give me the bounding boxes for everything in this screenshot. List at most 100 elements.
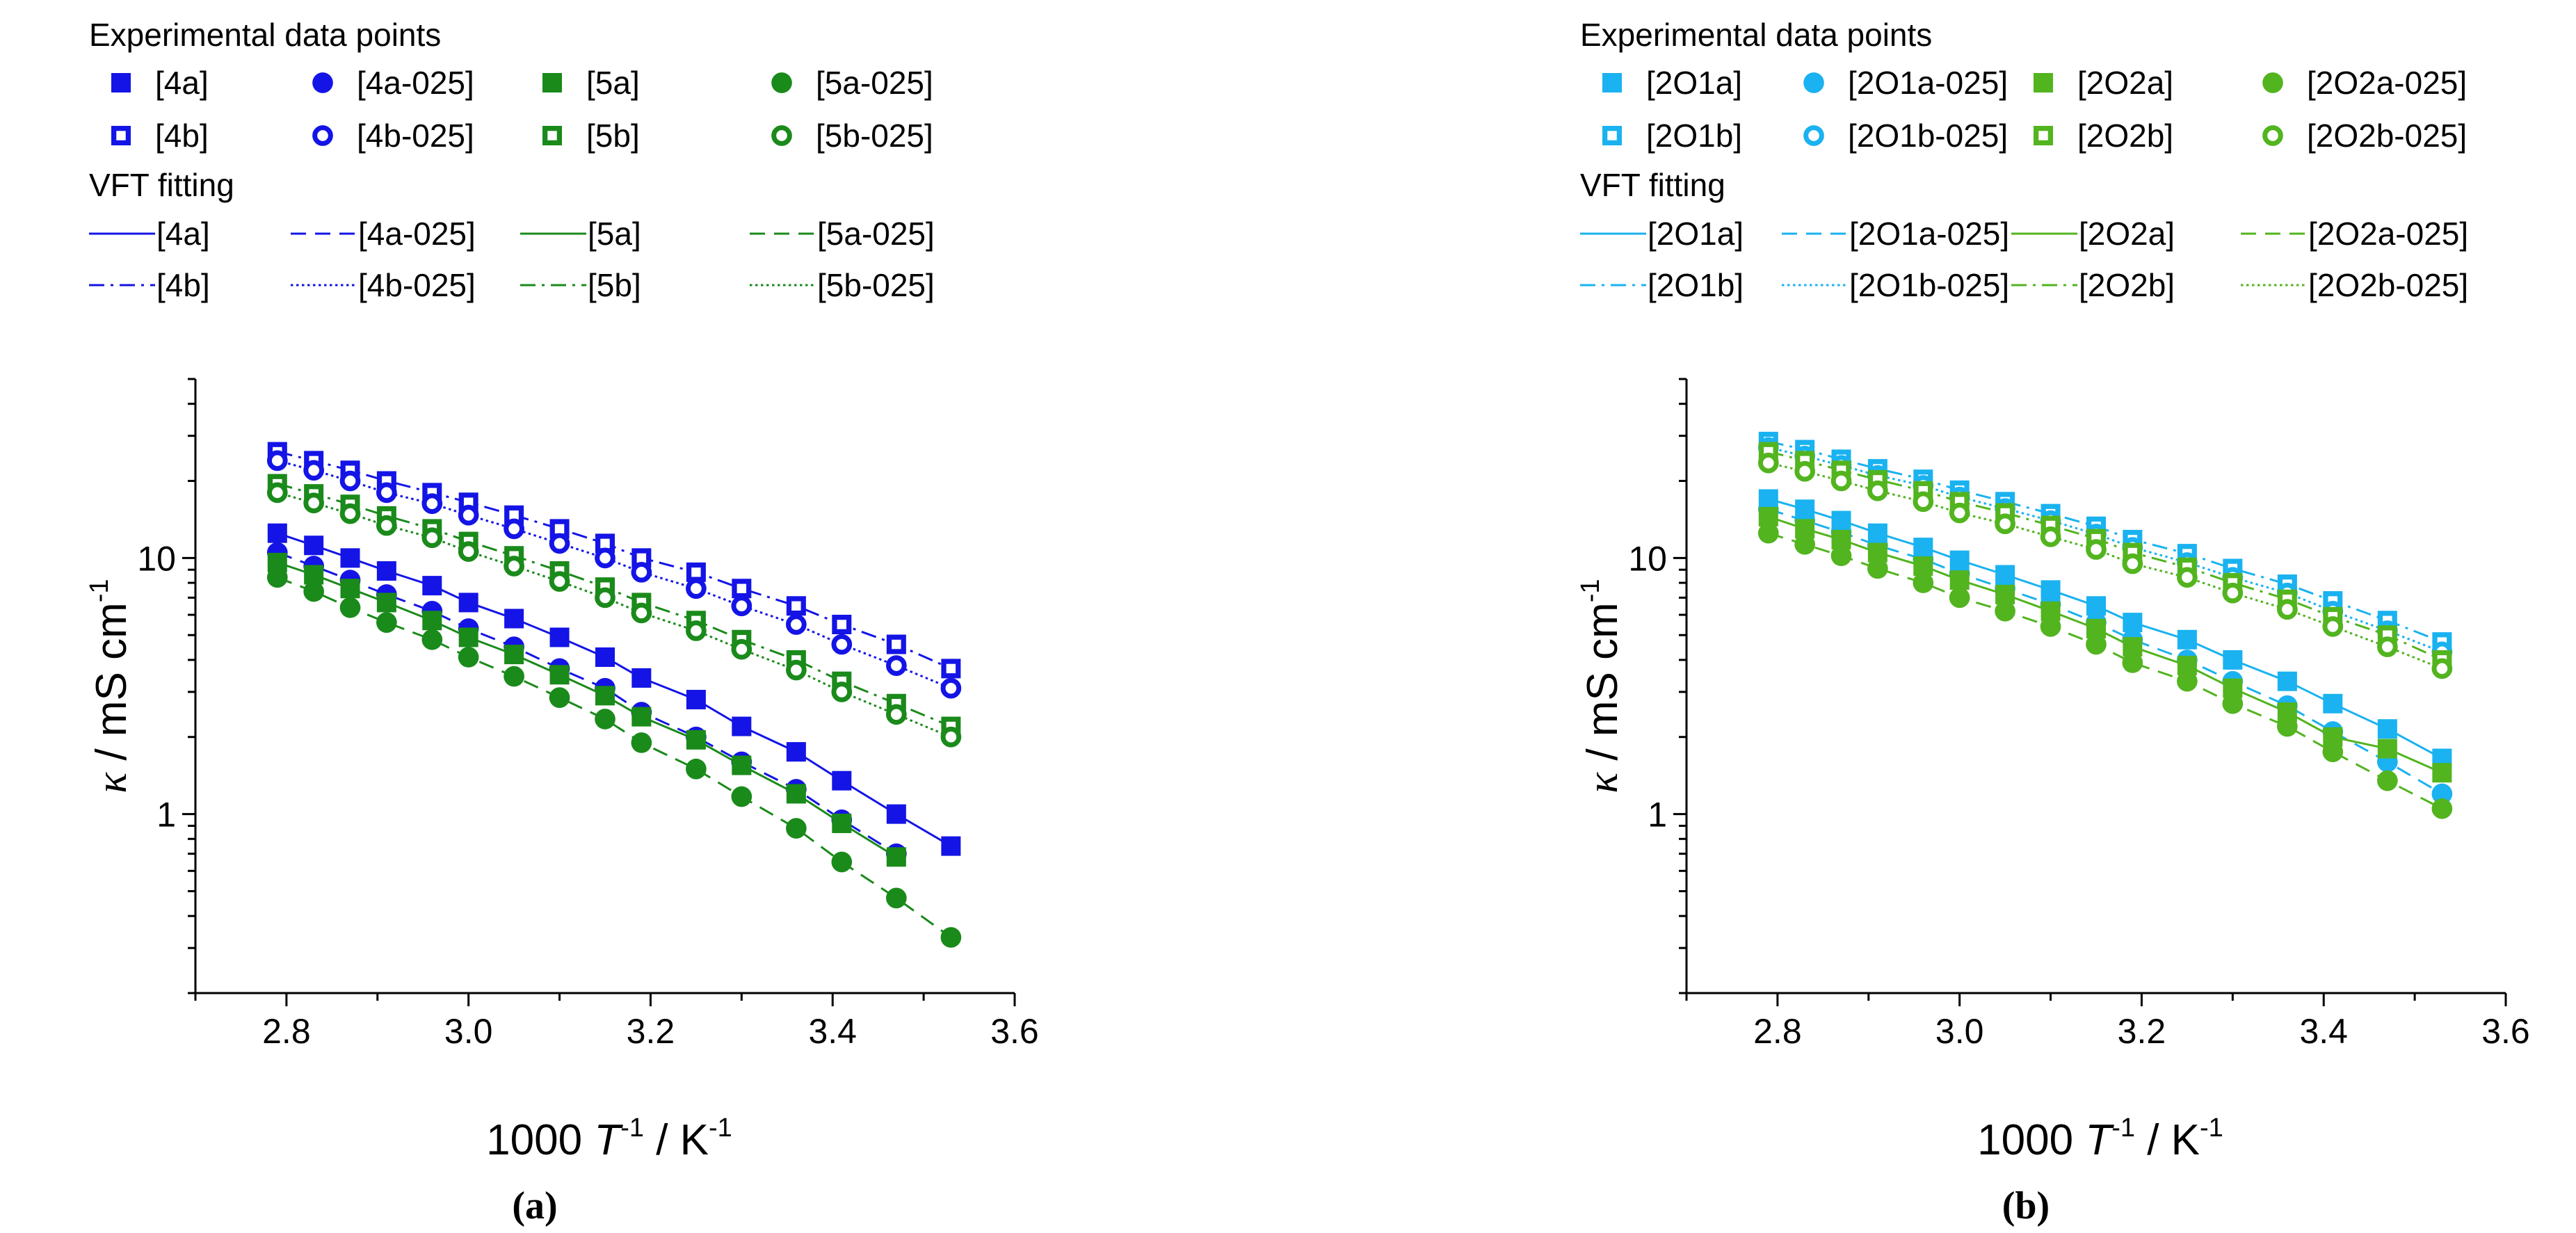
data-point — [686, 730, 706, 750]
series-4b-025 — [266, 450, 962, 699]
fit-line — [1768, 462, 2442, 670]
legend-label: [2O2a] — [2077, 65, 2173, 101]
data-point — [376, 515, 397, 536]
data-point — [2122, 652, 2143, 673]
data-point — [267, 523, 287, 543]
data-point — [266, 450, 288, 472]
data-point — [595, 587, 615, 609]
legend-label: [4b-025] — [357, 118, 474, 154]
data-point — [2040, 616, 2061, 637]
data-point — [2222, 582, 2244, 604]
data-point — [732, 755, 752, 775]
legend-marker — [111, 73, 131, 92]
data-point — [1949, 502, 1970, 524]
data-point — [303, 581, 324, 602]
legend-label: [4b] — [155, 118, 209, 154]
legend-points-header: Experimental data points — [89, 17, 441, 53]
data-point — [376, 482, 397, 503]
data-point — [1794, 533, 1815, 555]
legend-marker — [312, 125, 333, 146]
legend-label: [2O2b-025] — [2308, 267, 2468, 303]
data-point — [786, 818, 807, 839]
x-tick-label: 3.2 — [627, 1012, 675, 1051]
data-point — [786, 784, 806, 804]
data-point — [304, 535, 324, 556]
x-tick-label: 3.6 — [2481, 1012, 2530, 1051]
data-point — [422, 611, 442, 631]
series-5b-025 — [266, 482, 962, 748]
data-point — [686, 578, 707, 599]
data-point — [1949, 570, 1970, 590]
legend-label: [4b-025] — [358, 267, 476, 303]
data-point — [731, 595, 752, 617]
data-point — [686, 689, 706, 709]
data-point — [421, 527, 443, 549]
data-point — [832, 813, 852, 833]
fit-line — [277, 459, 951, 690]
data-point — [458, 593, 478, 613]
legend-label: [5b-025] — [816, 118, 933, 154]
legend-label: [2O1a-025] — [1848, 65, 2008, 101]
series-2O2b-025 — [1757, 452, 2453, 679]
legend-marker — [2262, 72, 2283, 93]
legend-label: [4a-025] — [357, 65, 474, 101]
data-point — [831, 851, 853, 873]
data-point — [595, 709, 615, 730]
data-point — [376, 593, 396, 613]
data-point — [340, 579, 360, 599]
x-tick-label: 3.6 — [990, 1012, 1039, 1051]
data-point — [549, 533, 570, 554]
fit-line — [1768, 446, 2442, 653]
legend-marker — [2262, 125, 2283, 146]
data-point — [686, 562, 706, 582]
data-point — [832, 771, 852, 791]
data-point — [786, 614, 807, 635]
data-point — [339, 597, 361, 618]
y-axis-title: κ / mS cm-1 — [1576, 579, 1627, 793]
legend-fit-header: VFT fitting — [89, 167, 234, 203]
data-point — [2177, 567, 2198, 588]
data-point — [458, 504, 479, 526]
data-point — [2377, 719, 2397, 739]
x-tick-label: 3.2 — [2118, 1012, 2166, 1051]
legend-label: [2O1b] — [1646, 118, 1742, 154]
data-point — [2123, 613, 2143, 633]
data-point — [549, 665, 570, 685]
data-point — [1867, 558, 1888, 579]
data-point — [2323, 693, 2343, 714]
data-point — [686, 620, 707, 641]
data-point — [549, 687, 570, 708]
data-point — [303, 492, 324, 514]
data-point — [421, 493, 443, 515]
fit-line — [1768, 532, 2443, 810]
series-5a — [267, 552, 906, 867]
data-point — [886, 887, 907, 909]
legend-label: [2O2a] — [2079, 216, 2175, 252]
data-point — [731, 638, 752, 660]
chart-panel-a: Experimental data points VFT fitting [4a] [… — [85, 17, 1039, 1227]
chart-panel-b: Experimental data points VFT fitting [2O1a… — [1576, 17, 2530, 1227]
fit-line — [277, 483, 951, 727]
y-axis-title: κ / mS cm-1 — [85, 579, 136, 793]
data-point — [376, 612, 397, 633]
series-2O2a — [1758, 506, 2452, 783]
data-point — [631, 668, 652, 688]
x-tick-label: 3.0 — [1935, 1012, 1984, 1051]
data-point — [2223, 650, 2243, 670]
data-point — [831, 682, 853, 702]
legend-label: [2O1a-025] — [1849, 216, 2009, 252]
data-point — [631, 707, 652, 727]
data-point — [786, 596, 806, 616]
data-point — [422, 576, 442, 596]
data-point — [2086, 634, 2107, 655]
fit-line — [1768, 498, 2443, 759]
data-point — [732, 716, 752, 736]
data-point — [731, 786, 752, 807]
data-point — [940, 677, 962, 699]
axes: 2.8 3.0 3.2 3.4 3.6 1 10 1000 T-1 / K-1 κ / mS c… — [85, 378, 1039, 1164]
data-point — [886, 847, 906, 867]
panel-label: (b) — [2002, 1184, 2050, 1227]
fit-line — [277, 576, 952, 939]
legend-label: [4b] — [156, 267, 210, 303]
